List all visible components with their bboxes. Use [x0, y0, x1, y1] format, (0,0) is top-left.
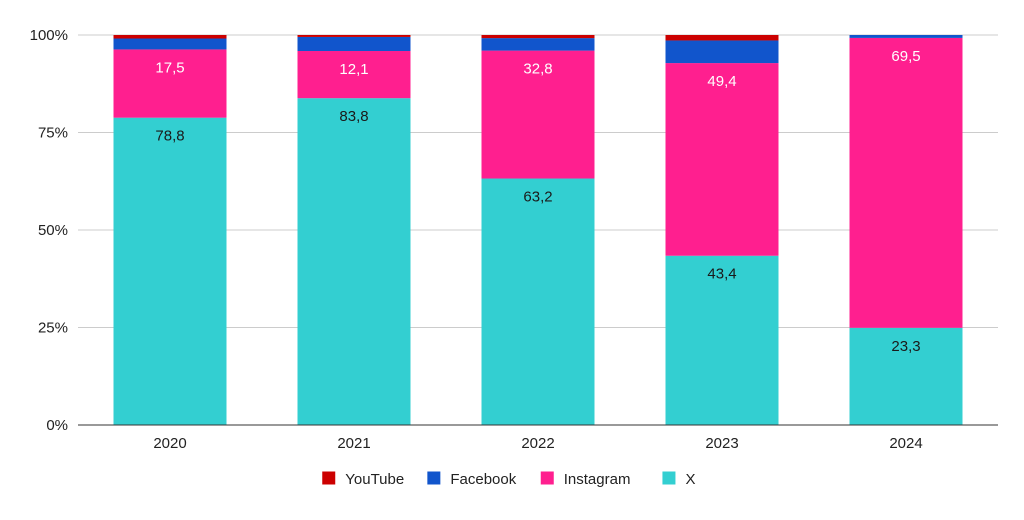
bar-segment-x: [849, 327, 963, 425]
bars: [113, 35, 963, 426]
y-tick-label: 100%: [30, 27, 68, 44]
bar-segment-facebook: [113, 38, 227, 50]
bar-segment-instagram: [481, 50, 595, 179]
legend-swatch-youtube: [322, 471, 336, 485]
x-tick-label: 2024: [889, 435, 922, 452]
y-tick-label: 75%: [38, 125, 68, 142]
legend-label: X: [685, 471, 695, 488]
y-tick-label: 0%: [46, 417, 68, 434]
legend-swatch-x: [662, 471, 676, 485]
legend-swatch-instagram: [540, 471, 554, 485]
data-labels: 78,8 17,5 83,8 12,1 63,2 32,8 43,4 49,4 23,3 69,5: [155, 48, 920, 355]
x-tick-label: 2021: [337, 435, 370, 452]
data-label: 63,2: [523, 189, 552, 206]
axes: 0% 25% 50% 75% 100% 2020 2021 2022 2023 2024: [30, 27, 998, 452]
bar-segment-instagram: [849, 37, 963, 328]
legend-label: YouTube: [345, 471, 404, 488]
data-label: 12,1: [339, 61, 368, 78]
legend-swatch-facebook: [427, 471, 441, 485]
y-tick-label: 50%: [38, 222, 68, 239]
bar-segment-x: [113, 117, 227, 426]
bar-segment-instagram: [297, 50, 411, 99]
data-label: 17,5: [155, 59, 184, 76]
bar-segment-youtube: [297, 35, 411, 37]
data-label: 83,8: [339, 108, 368, 125]
data-label: 43,4: [707, 266, 736, 283]
x-tick-label: 2022: [521, 435, 554, 452]
x-tick-label: 2023: [705, 435, 738, 452]
bar-segment-facebook: [849, 35, 963, 38]
bar-segment-instagram: [665, 63, 779, 256]
bar-segment-facebook: [665, 40, 779, 64]
data-label: 78,8: [155, 128, 184, 145]
bar-segment-x: [665, 255, 779, 425]
bar-segment-youtube: [665, 35, 779, 41]
bar-segment-instagram: [113, 49, 227, 118]
data-label: 23,3: [891, 338, 920, 355]
legend: YouTube Facebook Instagram X: [322, 471, 695, 488]
legend-label: Facebook: [450, 471, 516, 488]
bar-segment-youtube: [481, 35, 595, 39]
x-tick-label: 2020: [153, 435, 186, 452]
data-label: 69,5: [891, 48, 920, 65]
data-label: 49,4: [707, 73, 736, 90]
bar-segment-facebook: [297, 36, 411, 51]
legend-label: Instagram: [564, 471, 631, 488]
bar-segment-x: [481, 178, 595, 425]
bar-segment-x: [297, 98, 411, 426]
bar-segment-facebook: [481, 38, 595, 51]
bar-segment-youtube: [113, 35, 227, 39]
data-label: 32,8: [523, 61, 552, 78]
y-tick-label: 25%: [38, 320, 68, 337]
